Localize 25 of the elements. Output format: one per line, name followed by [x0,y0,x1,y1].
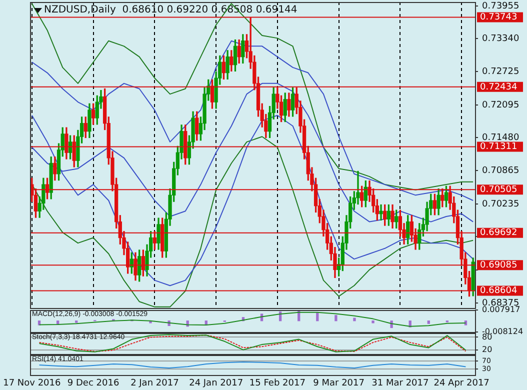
y-tick-label: 0.72725 [482,66,520,77]
y-tick-label: 0.70865 [482,166,520,176]
x-tick-label: 17 Nov 2016 [3,378,62,389]
x-tick-label: 24 Jan 2017 [189,378,244,389]
ref-line-label: 0.71311 [480,142,518,152]
y-tick-label: 0.73955 [482,1,520,12]
y-tick-label: 0.73340 [482,34,520,44]
ref-line-label: 0.69692 [480,228,518,238]
y-tick-label: 0.007917 [482,305,520,314]
y-tick-label: 0.70235 [482,199,520,210]
ref-line-label: 0.70505 [480,184,518,195]
x-tick-label: 2 Jan 2017 [130,378,179,389]
x-tick-label: 15 Feb 2017 [249,378,306,389]
y-tick-label: 0.71480 [482,133,520,144]
x-tick-label: 9 Dec 2016 [67,378,120,389]
ref-line-label: 0.69085 [480,260,518,271]
x-tick-label: 31 Mar 2017 [372,378,429,389]
y-tick-label: 20 [482,344,492,354]
ref-line-label: 0.73743 [480,12,518,23]
ref-line-label: 0.72434 [480,82,518,92]
y-tick-label: 80 [482,332,492,342]
x-tick-label: 9 Mar 2017 [313,378,364,389]
y-tick-label: 0.72095 [482,100,520,110]
ref-line-label: 0.68604 [480,286,518,296]
x-tick-label: 24 Apr 2017 [434,378,490,389]
